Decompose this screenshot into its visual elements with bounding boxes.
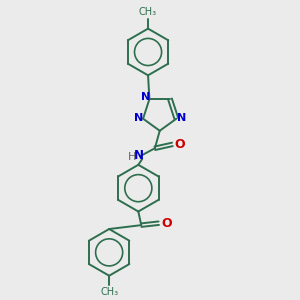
Text: CH₃: CH₃ bbox=[139, 7, 157, 17]
Text: N: N bbox=[177, 113, 186, 123]
Text: N: N bbox=[134, 113, 143, 123]
Text: CH₃: CH₃ bbox=[100, 287, 118, 297]
Text: H: H bbox=[128, 152, 137, 162]
Text: O: O bbox=[161, 217, 172, 230]
Text: N: N bbox=[134, 148, 144, 162]
Text: O: O bbox=[175, 138, 185, 151]
Text: N: N bbox=[141, 92, 150, 102]
